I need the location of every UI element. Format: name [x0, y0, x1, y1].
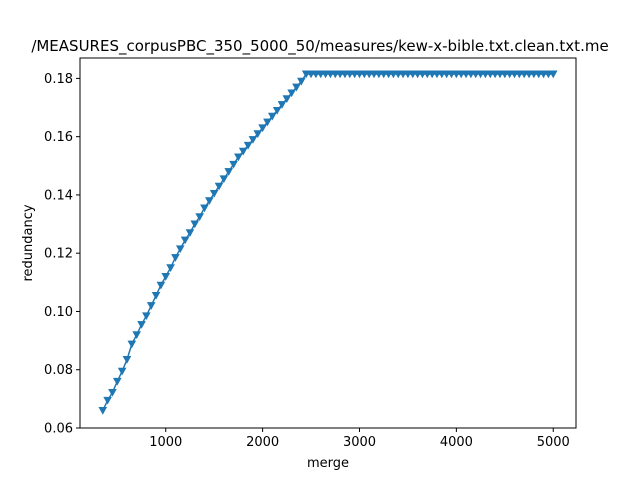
- data-point: [263, 118, 272, 127]
- data-point: [108, 388, 117, 397]
- chart-title: /MEASURES_corpusPBC_350_5000_50/measures…: [31, 37, 608, 56]
- data-point: [142, 312, 151, 321]
- data-point: [122, 356, 132, 364]
- data-point: [282, 95, 292, 104]
- data-point: [132, 331, 141, 339]
- data-series: [98, 70, 558, 415]
- data-point: [137, 321, 146, 329]
- y-tick-label: 0.14: [44, 188, 73, 203]
- data-point: [127, 340, 137, 349]
- data-point: [297, 77, 306, 86]
- data-point: [195, 213, 204, 221]
- data-point: [234, 153, 243, 162]
- y-tick-label: 0.12: [44, 247, 73, 262]
- data-point: [272, 106, 282, 115]
- x-tick-label: 4000: [440, 435, 473, 450]
- data-point: [292, 83, 301, 92]
- x-axis-label: merge: [307, 456, 349, 471]
- data-point: [98, 407, 108, 415]
- data-point: [161, 273, 171, 281]
- data-point: [238, 147, 248, 156]
- y-axis-label: redundancy: [21, 204, 36, 281]
- data-point: [214, 182, 224, 191]
- data-point: [205, 197, 214, 205]
- y-tick-label: 0.08: [44, 363, 73, 378]
- data-point: [112, 377, 122, 386]
- x-tick-label: 5000: [537, 435, 570, 450]
- data-point: [146, 302, 156, 310]
- x-tick-label: 2000: [246, 435, 279, 450]
- x-tick-label: 3000: [343, 435, 376, 450]
- series-line: [102, 73, 554, 411]
- data-point: [180, 236, 190, 245]
- data-point: [185, 229, 195, 238]
- data-point: [277, 101, 287, 109]
- data-point: [175, 245, 185, 254]
- data-point: [253, 130, 263, 138]
- data-point: [243, 141, 253, 150]
- data-point: [229, 160, 238, 169]
- data-point: [258, 124, 267, 133]
- y-tick-label: 0.16: [44, 130, 73, 145]
- data-point: [117, 367, 127, 376]
- data-point: [219, 175, 229, 184]
- data-point: [200, 204, 209, 213]
- data-point: [287, 89, 296, 98]
- data-point: [267, 112, 277, 121]
- data-point: [171, 254, 180, 262]
- data-point: [248, 136, 258, 144]
- data-point: [151, 291, 161, 300]
- data-point: [156, 281, 166, 290]
- data-point: [103, 396, 112, 405]
- data-point: [548, 70, 558, 79]
- data-point: [224, 168, 234, 176]
- data-point: [166, 264, 175, 272]
- plot-frame: [79, 57, 577, 429]
- y-tick-label: 0.06: [44, 422, 73, 437]
- x-axis: 1000 2000 3000 4000 5000: [149, 428, 570, 450]
- y-tick-label: 0.10: [44, 305, 73, 320]
- y-axis: 0.06 0.08 0.10 0.12 0.14 0.16 0.18: [44, 72, 80, 437]
- data-point: [209, 189, 219, 198]
- y-tick-label: 0.18: [44, 72, 73, 87]
- x-tick-label: 1000: [149, 435, 182, 450]
- data-point: [190, 220, 200, 229]
